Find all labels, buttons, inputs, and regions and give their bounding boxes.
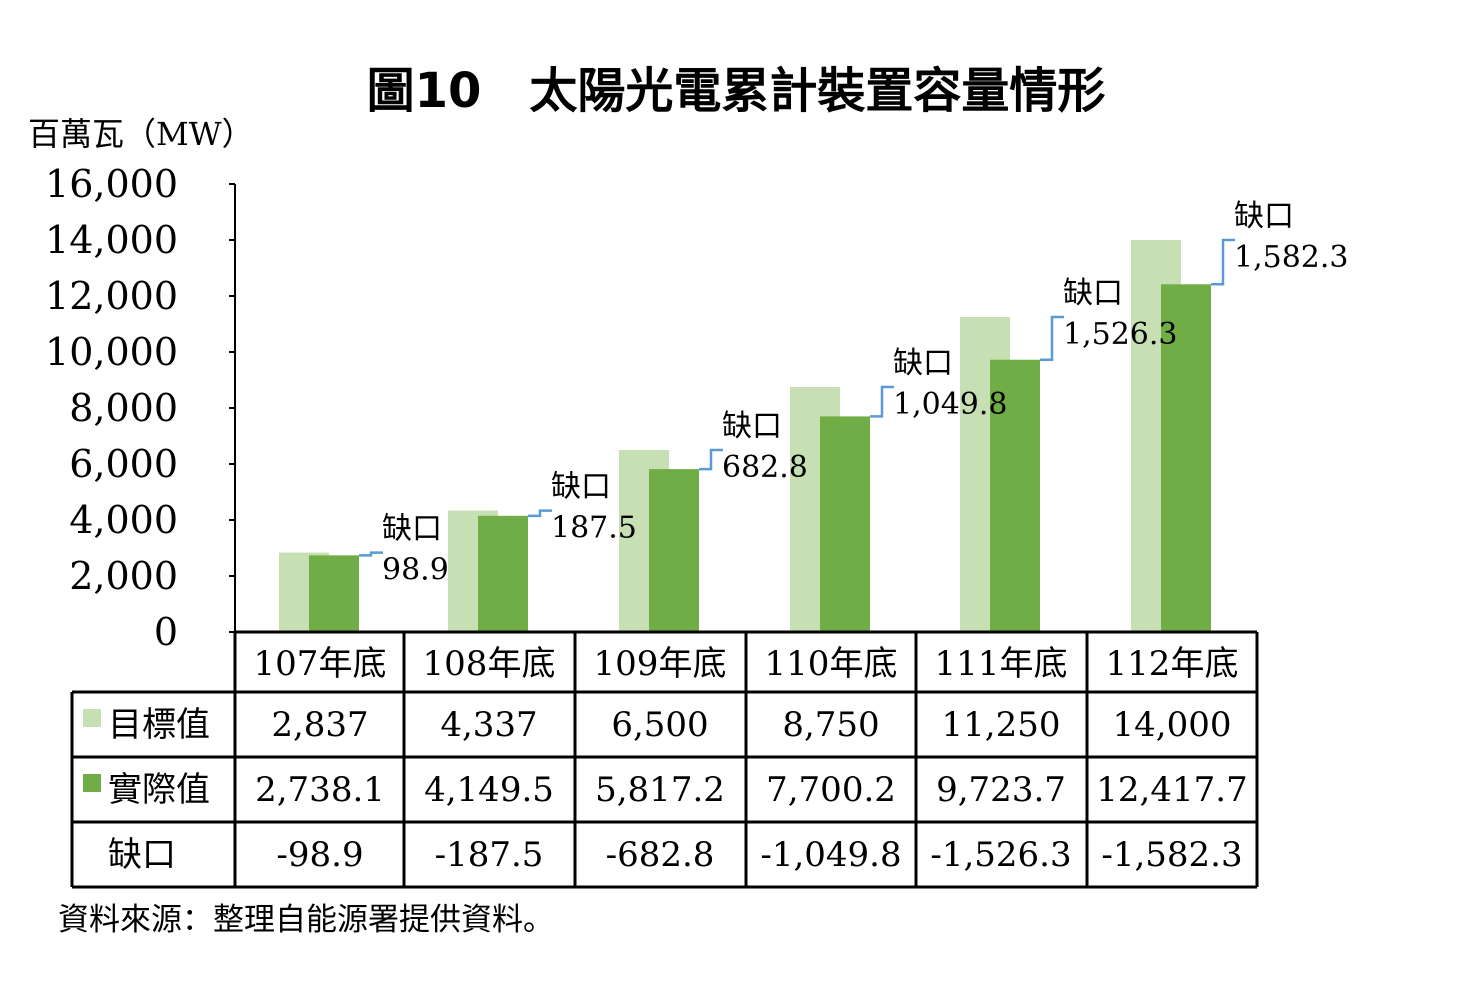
table-cell-actual: 5,817.2	[595, 770, 725, 810]
table-cell-gap: -682.8	[606, 835, 715, 875]
table-cell-target: 6,500	[611, 705, 708, 745]
table-cell-target: 11,250	[942, 705, 1061, 745]
gap-connector	[359, 551, 383, 557]
table-cell-actual: 2,738.1	[255, 770, 385, 810]
table-cell-actual: 4,149.5	[424, 770, 554, 810]
gap-annotation-value: 1,049.8	[893, 387, 1008, 422]
y-tick-label: 6,000	[69, 442, 178, 486]
gap-annotation-title: 缺口	[382, 512, 442, 547]
gap-annotation-value: 682.8	[722, 450, 808, 485]
gap-connector	[1040, 315, 1064, 361]
bars	[279, 240, 1211, 632]
table-cell-target: 8,750	[782, 705, 879, 745]
gap-connector	[528, 509, 552, 518]
category-label: 107年底	[254, 644, 387, 684]
table-cell-actual: 12,417.7	[1096, 770, 1247, 810]
y-tick-label: 16,000	[45, 162, 178, 206]
legend-key-target	[83, 709, 101, 727]
bar-actual	[1161, 284, 1211, 632]
category-label: 109年底	[594, 644, 727, 684]
table-cell-gap: -98.9	[276, 835, 363, 875]
gap-connector	[699, 448, 723, 471]
category-label: 108年底	[423, 644, 556, 684]
bar-actual	[478, 515, 528, 632]
table-cell-actual: 9,723.7	[936, 770, 1066, 810]
bar-actual	[309, 555, 359, 632]
gap-annotation-value: 1,526.3	[1063, 317, 1178, 352]
gap-annotation-title: 缺口	[1234, 199, 1294, 234]
y-tick-label: 0	[154, 610, 178, 654]
legend-key-actual	[83, 774, 101, 792]
row-header-target: 目標值	[108, 705, 210, 745]
gap-annotation-title: 缺口	[1063, 276, 1123, 311]
y-axis-unit-label: 百萬瓦（MW）	[28, 115, 254, 153]
source-note: 資料來源：整理自能源署提供資料。	[58, 902, 554, 938]
gap-annotation-value: 98.9	[382, 553, 449, 588]
gap-connector	[870, 385, 894, 418]
table-cell-actual: 7,700.2	[766, 770, 896, 810]
y-tick-label: 12,000	[45, 274, 178, 318]
category-label: 111年底	[935, 644, 1068, 684]
gap-annotation-value: 187.5	[551, 511, 637, 546]
y-tick-label: 8,000	[69, 386, 178, 430]
y-axis: 0 2,000 4,000 6,000 8,000 10,000 12,000 14,000 1…	[45, 162, 236, 654]
y-tick-label: 2,000	[69, 554, 178, 598]
gap-annotation-title: 缺口	[551, 470, 611, 505]
gap-annotation-title: 缺口	[722, 409, 782, 444]
row-header-gap: 缺口	[108, 835, 176, 875]
table-cell-gap: -1,582.3	[1101, 835, 1242, 875]
table-cell-gap: -1,526.3	[930, 835, 1071, 875]
table-cell-target: 14,000	[1113, 705, 1232, 745]
chart-title: 圖10 太陽光電累計裝置容量情形	[367, 63, 1106, 119]
gap-annotation-title: 缺口	[893, 346, 953, 381]
category-label: 112年底	[1106, 644, 1239, 684]
bar-actual	[820, 416, 870, 632]
table-cell-target: 2,837	[271, 705, 368, 745]
table-cell-gap: -187.5	[435, 835, 544, 875]
bar-actual	[990, 359, 1040, 632]
y-tick-label: 4,000	[69, 498, 178, 542]
gap-annotations: 缺口 98.9 缺口 187.5 缺口 682.8 缺口 1,049.8 缺口 1,526.3 缺口…	[359, 199, 1349, 588]
row-header-actual: 實際值	[108, 770, 210, 810]
bar-actual	[649, 469, 699, 632]
table-cell-target: 4,337	[440, 705, 537, 745]
gap-annotation-value: 1,582.3	[1234, 240, 1349, 275]
y-tick-label: 14,000	[45, 218, 178, 262]
gap-connector	[1211, 238, 1235, 286]
y-tick-label: 10,000	[45, 330, 178, 374]
category-label: 110年底	[765, 644, 898, 684]
table-cell-gap: -1,049.8	[760, 835, 901, 875]
